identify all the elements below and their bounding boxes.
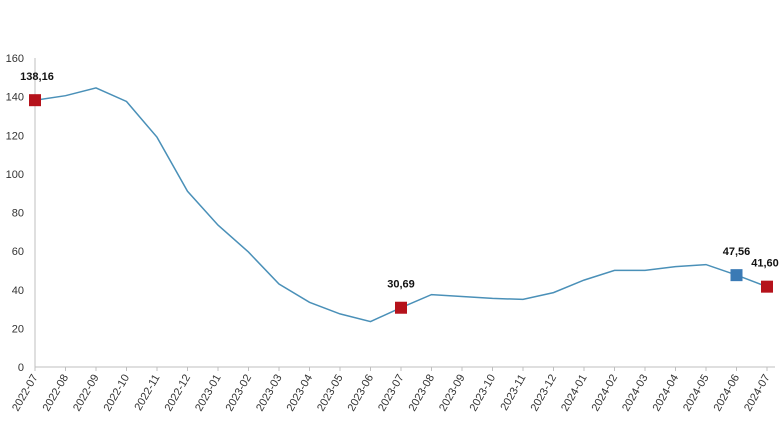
x-tick-label: 2023-09 xyxy=(437,373,468,414)
y-tick-label: 80 xyxy=(12,208,24,220)
x-tick-label: 2023-03 xyxy=(254,373,285,414)
data-label: 47,56 xyxy=(723,246,751,258)
x-tick-label: 2024-04 xyxy=(651,373,682,414)
x-tick-label: 2023-07 xyxy=(376,373,407,414)
data-point-marker xyxy=(730,269,743,282)
x-tick-label: 2024-02 xyxy=(590,373,621,414)
data-label: 30,69 xyxy=(387,279,415,291)
data-point-marker xyxy=(395,301,407,314)
y-tick-label: 20 xyxy=(12,323,24,335)
y-tick-label: 0 xyxy=(18,362,24,374)
y-tick-label: 120 xyxy=(6,130,24,142)
x-tick-label: 2022-07 xyxy=(10,373,41,414)
y-tick-label: 100 xyxy=(6,169,24,181)
x-tick-label: 2022-11 xyxy=(132,373,162,413)
x-tick-label: 2022-10 xyxy=(102,373,133,414)
x-tick-label: 2023-02 xyxy=(224,373,255,414)
y-tick-label: 140 xyxy=(6,92,24,104)
x-tick-label: 2023-05 xyxy=(315,373,346,414)
data-point-marker xyxy=(29,94,41,107)
x-tick-label: 2022-08 xyxy=(41,373,72,414)
x-tick-label: 2023-04 xyxy=(285,373,316,414)
data-label: 138,16 xyxy=(20,71,54,83)
y-tick-label: 60 xyxy=(12,246,24,258)
x-tick-label: 2023-08 xyxy=(407,373,438,414)
x-tick-label: 2022-12 xyxy=(163,373,194,414)
x-tick-label: 2024-05 xyxy=(681,373,712,414)
x-tick-label: 2024-01 xyxy=(559,373,590,414)
x-tick-label: 2023-11 xyxy=(498,373,528,413)
x-tick-label: 2023-10 xyxy=(468,373,499,414)
data-point-marker xyxy=(761,280,773,293)
data-label: 41,60 xyxy=(751,258,779,270)
x-tick-label: 2023-01 xyxy=(193,373,224,414)
y-tick-label: 40 xyxy=(12,285,24,297)
x-tick-label: 2023-06 xyxy=(346,373,377,414)
x-tick-label: 2024-07 xyxy=(742,373,773,414)
x-axis: 2022-07 2022-08 2022-09 2022-10 2022-11 2022-… xyxy=(10,366,775,414)
y-axis: 0 20 40 60 80 100 120 140 160 xyxy=(6,53,36,374)
x-tick-label: 2022-09 xyxy=(71,373,102,414)
y-tick-label: 160 xyxy=(6,53,24,65)
x-tick-label: 2024-03 xyxy=(620,373,651,414)
x-tick-label: 2024-06 xyxy=(712,373,743,414)
x-tick-label: 2023-12 xyxy=(529,373,560,414)
